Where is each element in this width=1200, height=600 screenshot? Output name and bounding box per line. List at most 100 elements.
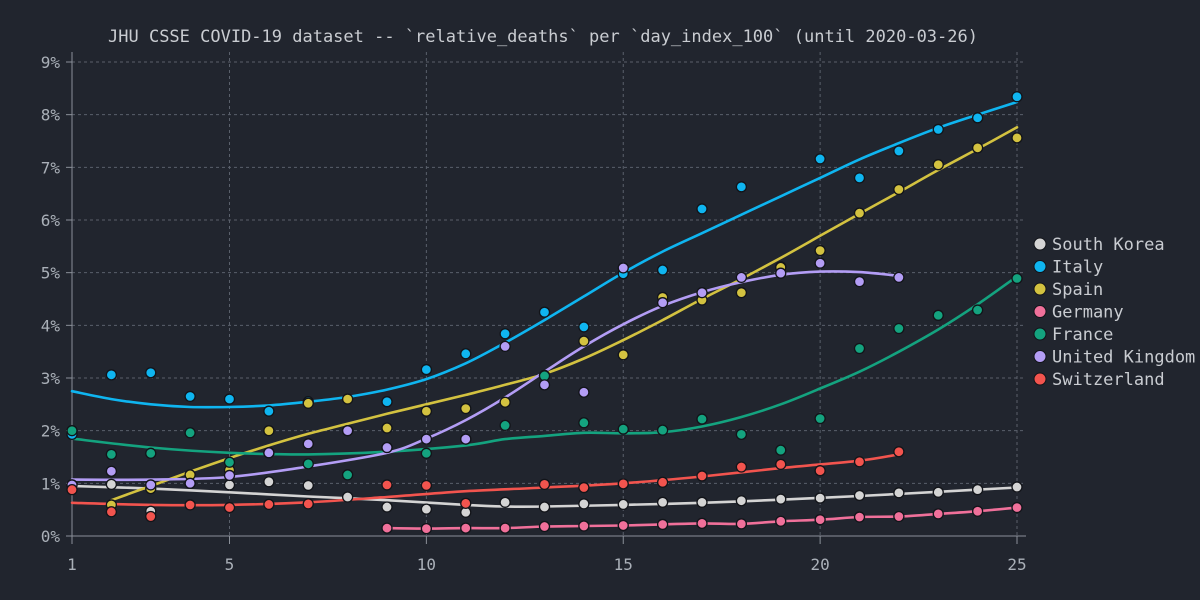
data-point-germany	[971, 505, 984, 517]
data-point-united-kingdom	[341, 425, 354, 437]
data-point-spain	[341, 393, 354, 405]
trend-line-italy	[70, 100, 1019, 409]
data-point-south-korea	[538, 501, 551, 513]
data-point-switzerland	[696, 470, 708, 482]
data-point-spain	[932, 159, 944, 171]
data-point-italy	[263, 405, 275, 417]
data-point-switzerland	[381, 479, 393, 491]
data-point-spain	[853, 207, 866, 219]
data-point-germany	[499, 522, 511, 534]
data-point-spain	[263, 425, 275, 437]
axes: 0%1%2%3%4%5%6%7%8%9%1 5 10 15 20 25	[41, 52, 1027, 574]
data-point-france	[302, 458, 314, 470]
data-point-united-kingdom	[381, 441, 393, 454]
data-point-germany	[814, 514, 826, 526]
data-point-germany	[617, 519, 629, 532]
data-point-united-kingdom	[735, 271, 748, 284]
data-point-switzerland	[853, 456, 866, 468]
data-point-united-kingdom	[538, 379, 551, 391]
data-point-france	[696, 413, 708, 425]
data-point-france	[971, 304, 984, 316]
data-point-italy	[420, 363, 433, 376]
data-point-spain	[735, 287, 748, 299]
legend-marker-germany	[1033, 305, 1047, 318]
data-point-italy	[656, 264, 669, 276]
data-point-switzerland	[420, 479, 433, 492]
data-point-switzerland	[617, 478, 629, 490]
data-point-south-korea	[932, 486, 944, 498]
data-point-france	[145, 447, 157, 459]
data-point-germany	[656, 518, 669, 531]
data-point-italy	[971, 112, 984, 124]
data-point-united-kingdom	[420, 433, 433, 445]
data-point-switzerland	[302, 498, 314, 510]
data-point-switzerland	[145, 510, 157, 523]
data-point-south-korea	[263, 476, 275, 488]
data-point-south-korea	[971, 484, 984, 496]
data-point-france	[223, 456, 236, 468]
data-point-france	[775, 444, 787, 456]
x-tick-label: 25	[1007, 555, 1026, 574]
y-tick-label: 0%	[41, 527, 61, 546]
data-point-france	[66, 425, 78, 437]
data-point-spain	[381, 422, 393, 434]
data-point-united-kingdom	[893, 271, 905, 284]
data-point-germany	[460, 522, 472, 534]
data-point-france	[893, 322, 905, 335]
data-point-germany	[381, 522, 393, 534]
legend-label-south-korea: South Korea	[1052, 235, 1165, 255]
data-point-germany	[853, 511, 866, 523]
data-point-italy	[893, 145, 905, 157]
y-tick-label: 1%	[41, 474, 61, 493]
data-point-france	[184, 427, 196, 439]
data-point-switzerland	[263, 498, 275, 511]
x-tick-label: 5	[225, 555, 235, 574]
data-point-spain	[578, 335, 590, 347]
data-point-south-korea	[499, 496, 511, 508]
data-point-switzerland	[656, 476, 669, 488]
legend-marker-france	[1033, 327, 1047, 341]
data-point-switzerland	[775, 458, 787, 471]
legend-label-italy: Italy	[1052, 258, 1103, 278]
data-point-germany	[775, 515, 787, 527]
data-point-united-kingdom	[460, 433, 472, 445]
data-point-france	[932, 309, 944, 321]
data-point-france	[105, 448, 118, 461]
y-tick-label: 7%	[41, 158, 61, 177]
data-point-south-korea	[893, 487, 905, 499]
data-point-germany	[578, 520, 590, 532]
data-point-france	[656, 424, 669, 436]
data-point-france	[499, 419, 511, 432]
data-point-south-korea	[105, 478, 118, 491]
y-tick-label: 5%	[41, 264, 61, 283]
data-point-south-korea	[302, 479, 314, 492]
data-point-south-korea	[696, 496, 708, 508]
data-point-france	[420, 447, 433, 459]
data-point-south-korea	[223, 479, 236, 491]
data-point-spain	[420, 405, 433, 417]
data-point-italy	[499, 328, 511, 340]
data-point-italy	[184, 390, 196, 403]
data-point-united-kingdom	[302, 438, 314, 450]
data-points	[66, 91, 1023, 535]
legend-label-germany: Germany	[1052, 303, 1124, 323]
data-point-switzerland	[578, 481, 590, 494]
data-point-italy	[460, 348, 472, 360]
y-tick-label: 2%	[41, 422, 61, 441]
data-point-italy	[538, 306, 551, 318]
data-point-south-korea	[853, 489, 866, 502]
data-point-germany	[735, 518, 748, 530]
y-tick-label: 6%	[41, 211, 61, 230]
data-point-united-kingdom	[617, 262, 629, 274]
legend-marker-italy	[1033, 260, 1047, 273]
data-point-united-kingdom	[105, 465, 118, 477]
data-point-switzerland	[105, 506, 118, 518]
data-point-italy	[853, 172, 866, 184]
data-point-switzerland	[66, 484, 78, 496]
data-point-united-kingdom	[499, 340, 511, 353]
data-point-italy	[1011, 91, 1023, 103]
data-point-spain	[971, 142, 984, 154]
data-point-south-korea	[617, 498, 629, 511]
